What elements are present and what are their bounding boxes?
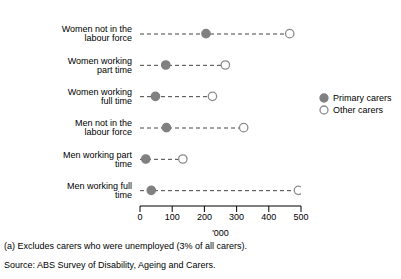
svg-text:Men not in thelabour force: Men not in thelabour force — [75, 118, 132, 137]
svg-text:Women not in thelabour force: Women not in thelabour force — [62, 24, 132, 43]
svg-text:400: 400 — [261, 212, 276, 222]
svg-text:Men working parttime: Men working parttime — [63, 150, 133, 169]
html-text:Source: ABS Survey of Disabili: Source: ABS Survey of Disability, Ageing… — [4, 260, 216, 270]
html-text:Other carers: Other carers — [333, 105, 383, 115]
svg-text:300: 300 — [229, 212, 244, 222]
svg-text:Women workingpart time: Women workingpart time — [68, 56, 132, 75]
svg-text:500: 500 — [293, 212, 308, 222]
svg-text:Women workingfull time: Women workingfull time — [68, 87, 132, 106]
svg-text:100: 100 — [165, 212, 180, 222]
svg-text:0: 0 — [137, 212, 142, 222]
svg-text:'000: '000 — [212, 228, 229, 238]
svg-text:200: 200 — [197, 212, 212, 222]
html-text:(a) Excludes carers who were u: (a) Excludes carers who were unemployed … — [4, 241, 248, 251]
svg-text:Men working fulltime: Men working fulltime — [67, 181, 132, 200]
html-text:Primary carers: Primary carers — [333, 93, 392, 103]
